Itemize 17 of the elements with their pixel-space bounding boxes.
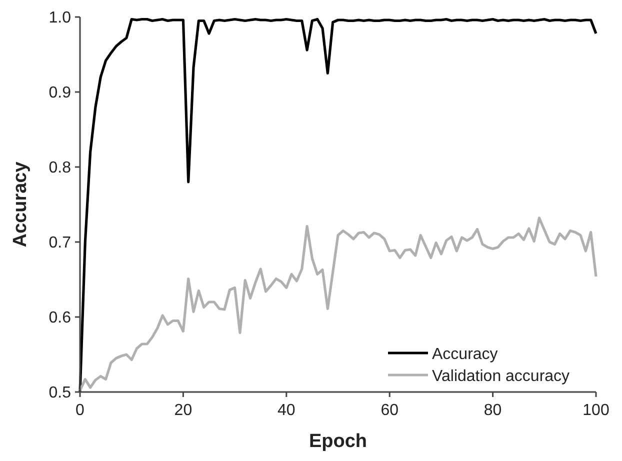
y-tick-label: 0.9 (48, 84, 72, 102)
y-tick-label: 0.6 (48, 310, 72, 327)
line-series (78, 18, 598, 394)
x-axis-title: Epoch (308, 431, 368, 452)
x-tick-label: 0 (76, 402, 85, 419)
x-tick-label: 40 (278, 402, 296, 419)
y-tick-label: 0.8 (48, 160, 72, 177)
x-tick-label: 60 (380, 402, 399, 419)
legend-label: Validation accuracy (432, 368, 570, 385)
x-tick-label: 100 (582, 402, 610, 419)
y-tick-label: 0.5 (48, 384, 72, 402)
y-tick-label: 1.0 (48, 10, 72, 27)
x-tick-label: 80 (484, 402, 502, 419)
y-axis-title: Accuracy (10, 161, 31, 248)
y-tick-label: 0.7 (48, 234, 72, 252)
x-tick-label: 20 (174, 402, 192, 419)
legend-label: Accuracy (432, 346, 498, 363)
